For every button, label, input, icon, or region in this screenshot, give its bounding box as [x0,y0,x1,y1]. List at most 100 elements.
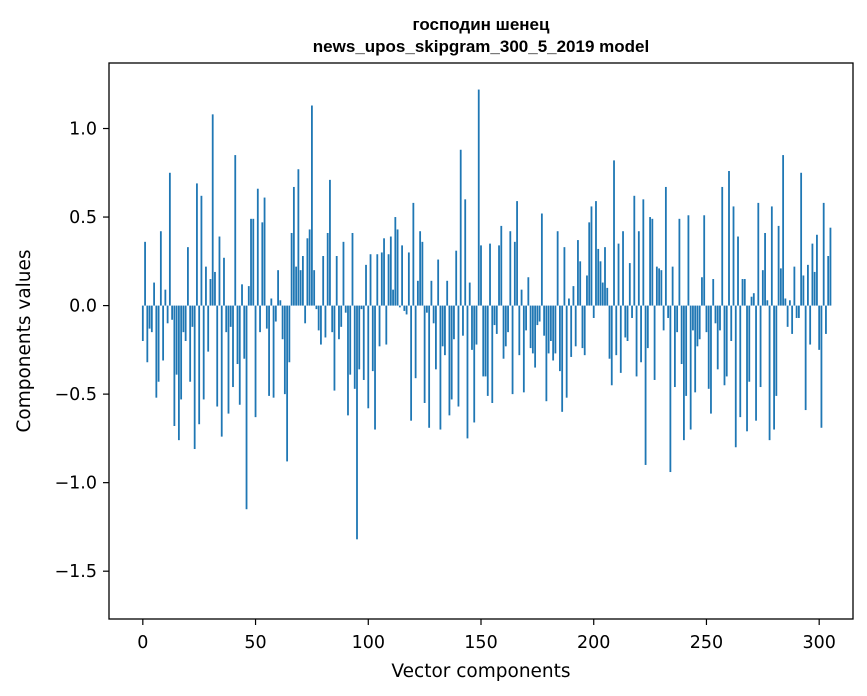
bar-component-44 [241,284,243,306]
bar-component-136 [448,305,451,416]
bar-component-273 [757,202,760,306]
bar-component-217 [631,305,633,318]
bar-component-96 [358,305,361,370]
bar-component-293 [802,275,805,306]
bar-component-54 [263,197,266,306]
bar-component-211 [617,243,620,306]
bar-component-135 [446,280,449,306]
bar-component-186 [561,305,564,412]
bar-component-114 [398,305,401,308]
bar-component-198 [588,222,591,306]
bar-component-287 [788,300,791,306]
bar-component-258 [723,305,726,386]
bar-component-157 [495,305,498,334]
bar-component-181 [549,305,552,341]
bar-component-19 [184,305,187,341]
bar-component-101 [369,254,372,306]
bar-component-57 [270,298,273,306]
bar-component-232 [664,186,667,306]
bar-component-175 [536,305,539,326]
bar-component-5 [153,282,155,306]
bar-component-134 [444,305,446,356]
bar-component-64 [286,305,289,462]
bar-component-59 [274,305,277,322]
bar-component-0 [141,305,144,341]
bar-component-224 [646,305,649,349]
bar-component-103 [374,305,376,430]
bar-component-87 [338,305,340,340]
bar-component-188 [565,305,568,398]
bar-component-2 [146,305,149,363]
bar-component-45 [243,305,246,359]
bar-component-233 [667,305,670,318]
bar-component-131 [437,259,440,306]
bar-component-189 [568,298,570,306]
bar-component-200 [592,305,595,318]
bar-component-66 [290,232,293,306]
bar-component-303 [825,305,827,334]
bar-component-164 [511,305,514,395]
bar-component-48 [250,218,252,306]
bar-component-107 [383,238,385,306]
bar-component-210 [615,305,618,356]
bar-component-6 [155,305,158,398]
bar-component-137 [450,305,453,400]
bar-component-139 [455,250,458,306]
bar-component-295 [807,264,809,306]
bar-component-223 [644,305,647,465]
bar-component-9 [162,305,165,361]
y-tick-label: 1.0 [69,120,97,140]
bar-component-138 [453,305,455,340]
bar-component-119 [410,305,413,421]
bar-component-256 [719,305,721,331]
bar-component-294 [804,305,807,411]
bar-component-38 [227,305,230,414]
bar-component-27 [202,305,205,400]
bar-component-162 [507,305,509,333]
bar-component-113 [396,229,399,306]
bar-component-246 [696,305,699,347]
bar-component-100 [367,305,370,409]
bar-component-97 [360,305,363,310]
bar-component-207 [608,305,611,359]
bar-component-165 [513,241,516,306]
bar-component-178 [543,305,546,336]
bar-component-173 [531,305,534,354]
bar-component-155 [491,305,494,403]
bar-component-263 [734,305,737,448]
bar-component-85 [333,305,336,391]
bar-component-277 [766,300,769,306]
bar-component-268 [746,305,748,432]
bar-component-288 [791,305,794,334]
bar-component-160 [502,305,505,359]
bar-component-163 [509,231,512,306]
bar-component-242 [687,215,690,306]
bar-component-197 [586,275,588,306]
bar-component-276 [764,232,766,306]
bar-component-30 [209,279,212,306]
bar-component-267 [743,279,746,306]
bar-component-167 [518,305,521,356]
bar-component-122 [416,280,419,306]
bar-component-140 [457,305,460,407]
bar-component-132 [439,305,442,430]
bar-component-109 [387,254,390,306]
chart-title-line-2: news_upos_skipgram_300_5_2019 model [313,37,649,56]
bar-component-94 [353,305,356,389]
bar-component-238 [678,218,681,306]
bar-component-230 [660,270,663,306]
bar-component-281 [775,305,778,396]
bar-component-71 [301,256,304,306]
bar-component-279 [770,206,773,306]
bar-component-212 [619,305,622,373]
bar-component-253 [712,279,715,306]
bar-component-152 [484,305,487,377]
bar-component-10 [164,289,167,306]
bar-component-105 [378,305,381,347]
bar-component-154 [489,243,491,306]
bar-component-68 [295,266,298,306]
bar-component-193 [577,240,579,306]
bar-component-249 [703,215,706,306]
bar-component-17 [180,305,183,400]
